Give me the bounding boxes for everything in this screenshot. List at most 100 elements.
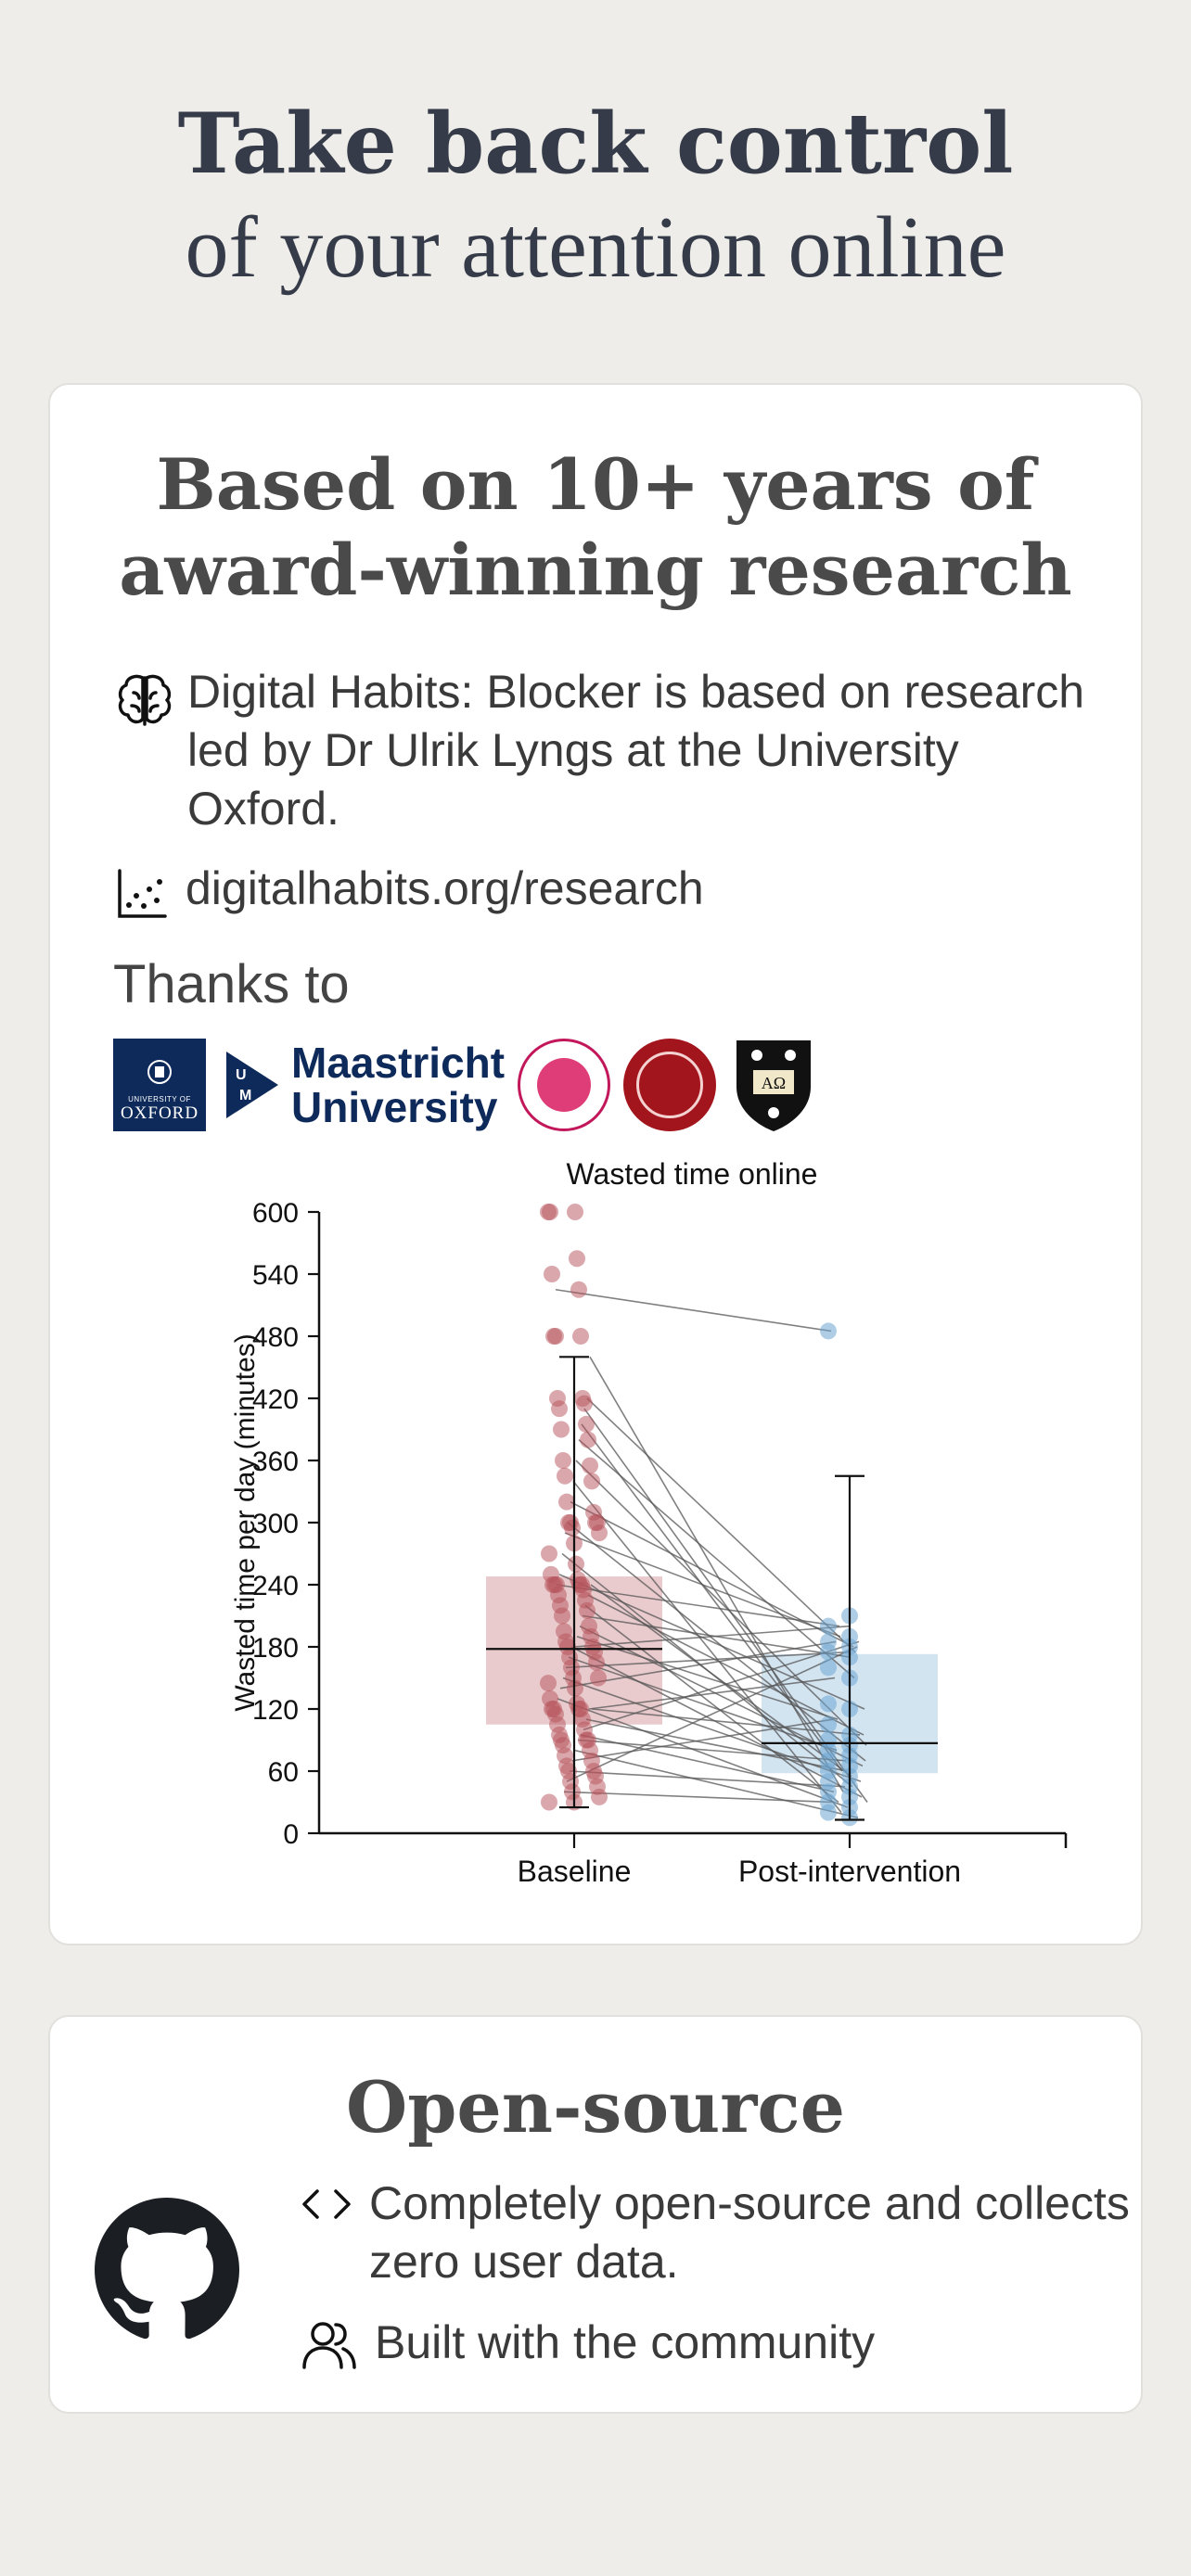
baseline-point [554,1607,570,1625]
post-point [820,1617,837,1635]
research-title-line2: award-winning research [119,529,1072,611]
baseline-point [588,1653,605,1671]
thanks-label: Thanks to [113,954,350,1014]
paired-line [589,1356,844,1792]
y-tick-label: 540 [252,1260,299,1291]
baseline-point [567,1204,583,1220]
research-link[interactable]: digitalhabits.org/research [186,862,704,914]
baseline-point [579,1601,596,1619]
college-shield-logo: ΑΩ [736,1040,812,1131]
paired-line [571,1718,834,1762]
baseline-point [540,1675,557,1692]
paired-line [574,1749,859,1819]
partner-logos: UNIVERSITY OF OXFORD U M Maastricht Univ… [113,1038,814,1132]
hero: Take back control of your attention onli… [0,93,1191,301]
paired-line [573,1625,851,1648]
research-title-line1: Based on 10+ years of [156,443,1035,526]
paired-line [587,1594,864,1736]
paired-line [580,1734,835,1793]
paired-line [570,1646,863,1798]
y-tick-label: 60 [268,1757,299,1788]
open-source-card: Open-source Completely open-source and c… [48,2015,1143,2414]
baseline-point [582,1457,598,1474]
chart-svg: Wasted time online Wasted time per day (m… [230,1157,1068,1888]
baseline-point [576,1395,593,1412]
y-tick-label: 0 [283,1819,299,1850]
baseline-point [541,1545,557,1562]
paired-line [583,1408,868,1803]
svg-text:ΑΩ: ΑΩ [762,1074,786,1092]
post-point [820,1659,837,1677]
paired-line [581,1423,843,1772]
x-tick-label: Baseline [518,1855,632,1888]
oxford-logo: UNIVERSITY OF OXFORD [113,1039,206,1131]
paired-line [570,1500,854,1648]
baseline-point [544,1266,560,1282]
community-text: Built with the community [375,2316,876,2368]
y-tick-label: 600 [252,1198,299,1229]
community-row: Built with the community [301,2314,875,2376]
paired-line [577,1739,847,1762]
baseline-point [558,1493,575,1511]
santa-clara-seal-logo [518,1039,611,1131]
baseline-point [580,1431,596,1448]
post-point [820,1322,837,1340]
y-axis-label: Wasted time per day (minutes) [230,1333,261,1711]
brain-icon [115,670,174,734]
baseline-point [591,1788,608,1805]
post-point [820,1695,837,1713]
research-link-row[interactable]: digitalhabits.org/research [115,860,704,925]
paired-line [588,1677,836,1710]
svg-text:U: U [236,1067,247,1083]
post-point [820,1804,837,1821]
github-icon[interactable] [95,2198,239,2347]
oxford-logo-small: UNIVERSITY OF [128,1095,191,1103]
users-icon [301,2317,358,2376]
code-icon [301,2184,352,2229]
paired-line [558,1574,865,1710]
paired-line [566,1646,858,1782]
scatter-plot-icon [115,867,169,925]
baseline-point [547,1328,564,1345]
oxford-crest-icon [147,1060,172,1084]
baseline-point [557,1467,573,1485]
maastricht-logo-line2: University [291,1083,498,1131]
maastricht-mark-icon: U M [226,1052,278,1118]
y-tick-label: 300 [252,1509,299,1539]
oxford-logo-big: OXFORD [120,1103,199,1123]
baseline-point [555,1452,571,1469]
chart-title: Wasted time online [567,1157,818,1191]
open-source-text: Completely open-source and collects zero… [369,2177,1130,2288]
research-description-row: Digital Habits: Blocker is based on rese… [115,663,1098,838]
maastricht-logo-line1: Maastricht [291,1039,506,1087]
paired-line [575,1460,867,1746]
baseline-point [551,1400,568,1418]
paired-line [568,1656,838,1752]
baseline-point [569,1250,585,1268]
hero-title: Take back control [177,95,1014,193]
hero-subtitle: of your attention online [185,199,1006,296]
paired-line [585,1718,848,1772]
post-point [820,1715,837,1733]
wasted-time-chart: Wasted time online Wasted time per day (m… [180,1138,1108,1926]
research-description: Digital Habits: Blocker is based on rese… [187,666,1085,835]
research-title: Based on 10+ years of award-winning rese… [50,442,1141,613]
paired-line [583,1640,860,1731]
baseline-point [572,1328,589,1345]
baseline-point [564,1519,581,1537]
baseline-point [568,1555,584,1573]
baseline-point [583,1473,600,1490]
y-tick-label: 480 [252,1322,299,1353]
paired-line [576,1636,839,1720]
paired-line [567,1522,866,1762]
paired-line [590,1584,852,1778]
paired-line [556,1584,840,1627]
open-source-title: Open-source [346,2066,845,2149]
open-source-row: Completely open-source and collects zero… [301,2174,1135,2291]
baseline-point [553,1421,570,1438]
baseline-point [541,1793,557,1811]
baseline-point [578,1415,595,1433]
paired-line [565,1651,850,1669]
y-tick-label: 180 [252,1633,299,1664]
baseline-point [590,1669,607,1687]
